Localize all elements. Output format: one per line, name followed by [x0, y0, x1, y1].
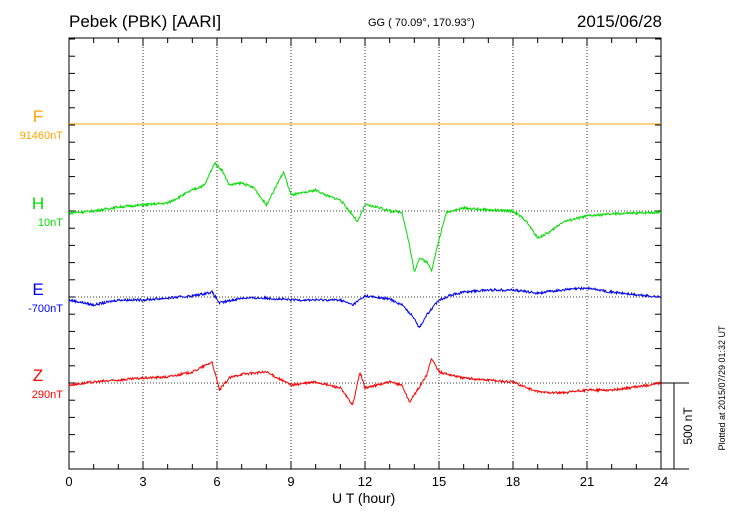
x-axis-label: U T (hour)	[332, 490, 396, 506]
x-tick-label: 24	[654, 474, 668, 489]
x-tick-label: 0	[65, 474, 72, 489]
x-tick-label: 21	[580, 474, 594, 489]
series-label-e: E	[32, 280, 44, 299]
series-label-h: H	[31, 194, 45, 213]
baseline-value-f: 91460nT	[19, 130, 63, 142]
x-tick-label: 18	[506, 474, 520, 489]
series-line-z	[68, 357, 662, 406]
x-tick-label: 9	[287, 474, 294, 489]
baseline-value-e: -700nT	[28, 303, 63, 315]
station-title: Pebek (PBK) [AARI]	[69, 12, 222, 31]
baseline-value-h: 10nT	[37, 217, 63, 229]
x-tick-label: 3	[139, 474, 146, 489]
x-tick-label: 6	[213, 474, 220, 489]
series-label-f: F	[32, 107, 44, 126]
x-tick-label: 15	[432, 474, 446, 489]
x-tick-label: 12	[358, 474, 372, 489]
series-line-h	[68, 161, 662, 273]
station-coordinates: GG ( 70.09°, 170.93°)	[368, 17, 475, 29]
date-label: 2015/06/28	[576, 12, 662, 31]
series-label-z: Z	[32, 366, 44, 385]
baseline-value-z: 290nT	[31, 389, 63, 401]
series-line-e	[68, 285, 662, 329]
